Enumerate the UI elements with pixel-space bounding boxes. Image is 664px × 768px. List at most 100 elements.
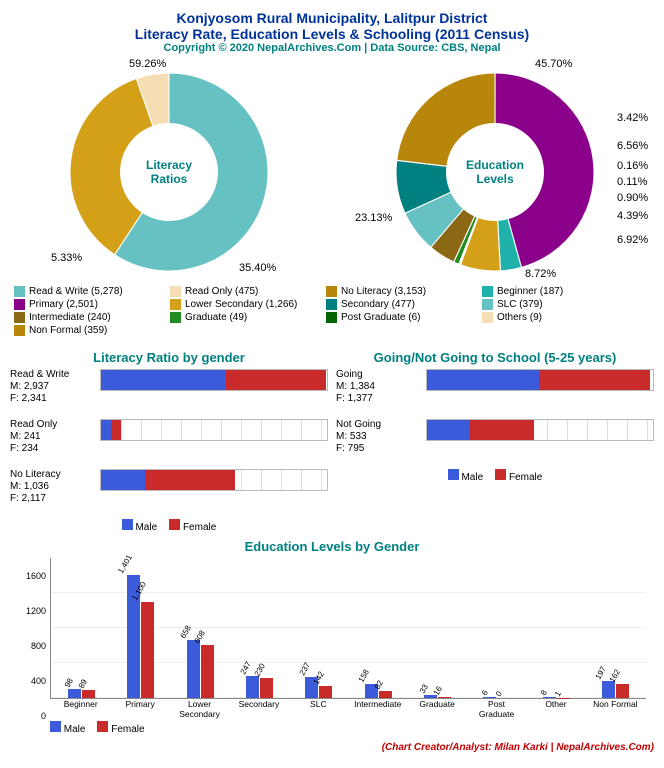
ytick: 0: [18, 711, 46, 721]
bar-male: [101, 420, 111, 440]
vbar-female: 89: [82, 690, 95, 698]
vbar-group: 3316: [411, 695, 464, 698]
hbar-row: Read OnlyM: 241F: 234: [10, 419, 328, 455]
vbar-value: 142: [311, 670, 325, 686]
vbar-group: 81: [529, 697, 582, 698]
sub-title: Literacy Rate, Education Levels & School…: [10, 26, 654, 42]
slice-label: 3.42%: [617, 112, 648, 124]
hbar-row: No LiteracyM: 1,036F: 2,117: [10, 469, 328, 505]
main-title: Konjyosom Rural Municipality, Lalitpur D…: [10, 10, 654, 26]
vbar-value: 247: [238, 660, 252, 676]
vbar-value: 237: [297, 661, 311, 677]
vbar-value: 658: [179, 624, 193, 640]
vbar-xlabel: Lower Secondary: [173, 699, 226, 719]
ytick: 1600: [18, 571, 46, 581]
vbar-xlabel: Secondary: [232, 699, 285, 719]
vbar-xlabel: Other: [529, 699, 582, 719]
credit-line: (Chart Creator/Analyst: Milan Karki | Ne…: [10, 742, 654, 753]
legend-item: No Literacy (3,153): [326, 286, 474, 297]
hbar-label: GoingM: 1,384F: 1,377: [336, 369, 426, 405]
hbar-label: Read & WriteM: 2,937F: 2,341: [10, 369, 100, 405]
vbar-male: 247: [246, 676, 259, 698]
bar-male: [101, 370, 226, 390]
vbar-value: 608: [193, 629, 207, 645]
vbar-male: 197: [602, 681, 615, 698]
bar-female: [539, 370, 650, 390]
slice-label: 0.11%: [617, 176, 647, 188]
gender-legend-3: Male Female: [50, 721, 646, 735]
schooling-chart: GoingM: 1,384F: 1,377 Not GoingM: 533F: 7…: [336, 369, 654, 455]
slice-label: 23.13%: [355, 212, 392, 224]
legend-item: SLC (379): [482, 299, 630, 310]
hbar-row: GoingM: 1,384F: 1,377: [336, 369, 654, 405]
bar-female: [226, 370, 326, 390]
vbar-male: 658: [187, 640, 200, 698]
vbar-group: 237142: [292, 677, 345, 698]
vbar-male: 8: [543, 697, 556, 698]
slice-label: 8.72%: [525, 268, 556, 280]
education-by-gender-chart: 040080012001600 98891,4011,1006586082472…: [18, 558, 646, 738]
vbar-male: 33: [424, 695, 437, 698]
vbar-value: 89: [76, 678, 88, 690]
bar-female: [145, 470, 235, 490]
slice-label: 4.39%: [617, 210, 648, 222]
vbar-xlabel: Beginner: [54, 699, 107, 719]
vbar-xlabel: Intermediate: [351, 699, 404, 719]
slice-label: 59.26%: [129, 58, 166, 70]
legend-item: Primary (2,501): [14, 299, 162, 310]
main-legend: Read & Write (5,278) Read Only (475) No Li…: [10, 286, 654, 336]
hbar-label: Read OnlyM: 241F: 234: [10, 419, 100, 455]
legend-item: Others (9): [482, 312, 630, 323]
slice-label: 6.92%: [617, 234, 648, 246]
schooling-card: Going/Not Going to School (5-25 years) G…: [336, 344, 654, 533]
vbar-xlabel: Post Graduate: [470, 699, 523, 719]
vbar-value: 197: [594, 665, 608, 681]
legend-item: Read Only (475): [170, 286, 318, 297]
hbar-track: [100, 369, 328, 391]
vbar-female: 16: [438, 697, 451, 698]
vbar-value: 6: [480, 689, 490, 697]
vbar-group: 247230: [233, 676, 286, 698]
donut-slice: [397, 73, 495, 166]
slice-label: 6.56%: [617, 140, 648, 152]
vbar-female: 142: [319, 686, 332, 698]
ytick: 1200: [18, 606, 46, 616]
header: Konjyosom Rural Municipality, Lalitpur D…: [10, 10, 654, 54]
vbar-male: 98: [68, 689, 81, 698]
literacy-by-gender-card: Literacy Ratio by gender Read & WriteM: …: [10, 344, 328, 533]
gender-legend-2: Male Female: [336, 469, 654, 483]
slice-label: 0.90%: [617, 192, 648, 204]
vbar-group: 60: [470, 697, 523, 698]
bar-female: [470, 420, 534, 440]
slice-label: 35.40%: [239, 262, 276, 274]
bar-male: [427, 420, 470, 440]
literacy-by-gender-chart: Read & WriteM: 2,937F: 2,341 Read OnlyM: …: [10, 369, 328, 505]
legend-item: Non Formal (359): [14, 325, 162, 336]
vbar-female: 608: [201, 645, 214, 698]
bar-male: [427, 370, 539, 390]
vbar-xlabel: SLC: [292, 699, 345, 719]
legend-item: Read & Write (5,278): [14, 286, 162, 297]
gender-legend-1: Male Female: [10, 519, 328, 533]
vbar-group: 15882: [351, 684, 404, 698]
vbar-female: 230: [260, 678, 273, 698]
vbar-value: 8: [539, 689, 549, 697]
vbar-xlabel: Non Formal: [589, 699, 642, 719]
legend-item: Secondary (477): [326, 299, 474, 310]
vbar-group: 9889: [55, 689, 108, 698]
slice-label: 5.33%: [51, 252, 82, 264]
legend-item: Beginner (187): [482, 286, 630, 297]
vbar-group: 658608: [174, 640, 227, 698]
vbar-xlabel: Primary: [113, 699, 166, 719]
hbar-label: Not GoingM: 533F: 795: [336, 419, 426, 455]
donut-row: LiteracyRatios 59.26%35.40%5.33% Educati…: [10, 62, 654, 282]
bar-male: [101, 470, 145, 490]
education-donut-card: EducationLevels 45.70%3.42%6.56%0.16%0.1…: [336, 62, 654, 282]
vbar-group: 197162: [589, 681, 642, 698]
hbar-label: No LiteracyM: 1,036F: 2,117: [10, 469, 100, 505]
copyright-line: Copyright © 2020 NepalArchives.Com | Dat…: [10, 42, 654, 54]
vbar-female: 1,100: [141, 602, 154, 698]
ytick: 400: [18, 676, 46, 686]
legend-item: Intermediate (240): [14, 312, 162, 323]
slice-label: 0.16%: [617, 160, 648, 172]
